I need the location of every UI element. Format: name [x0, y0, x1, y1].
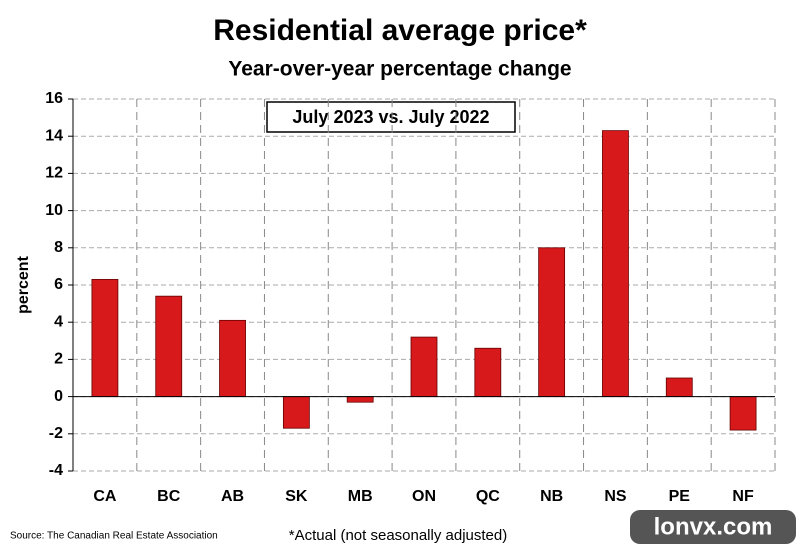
x-tick-label: ON	[412, 488, 436, 505]
source: Source: The Canadian Real Estate Associa…	[10, 531, 218, 542]
chart-title: Residential average price*	[213, 14, 587, 47]
x-tick-label: QC	[476, 488, 500, 505]
x-tick-label: MB	[348, 488, 373, 505]
annotation-box	[266, 101, 516, 133]
y-axis-label: percent	[15, 255, 32, 313]
y-tick-label: -4	[49, 462, 63, 479]
bar	[538, 247, 566, 398]
bar	[155, 295, 183, 398]
x-tick-label: NB	[540, 488, 563, 505]
y-tick-label: 6	[54, 276, 63, 293]
watermark: lonvx.com	[654, 513, 773, 540]
x-tick-label: AB	[221, 488, 244, 505]
y-tick-label: 10	[45, 202, 63, 219]
x-tick-label: NS	[604, 488, 627, 505]
bar	[346, 396, 374, 403]
watermark-box	[630, 510, 796, 544]
footnote: *Actual (not seasonally adjusted)	[289, 527, 507, 544]
chart-subtitle: Year-over-year percentage change	[228, 58, 571, 81]
y-tick-label: 12	[45, 165, 63, 182]
x-tick-label: BC	[157, 488, 181, 505]
y-tick-label: 4	[54, 313, 63, 330]
bar	[410, 336, 438, 397]
x-tick-label: SK	[285, 488, 308, 505]
bar	[602, 130, 629, 398]
y-tick-label: 2	[54, 351, 63, 368]
annotation: July 2023 vs. July 2022	[292, 107, 489, 127]
y-tick-label: 16	[45, 90, 63, 107]
bar	[219, 319, 246, 397]
bar	[282, 396, 310, 429]
x-tick-label: NF	[732, 488, 754, 505]
x-tick-label: CA	[93, 488, 117, 505]
bar	[665, 377, 693, 398]
y-tick-label: -2	[49, 425, 63, 442]
bar	[729, 396, 757, 431]
y-tick-label: 14	[45, 127, 63, 144]
y-tick-label: 0	[54, 388, 63, 405]
y-tick-label: 8	[54, 239, 63, 256]
x-tick-label: PE	[669, 488, 691, 505]
bar	[474, 347, 502, 397]
bar	[91, 279, 119, 398]
